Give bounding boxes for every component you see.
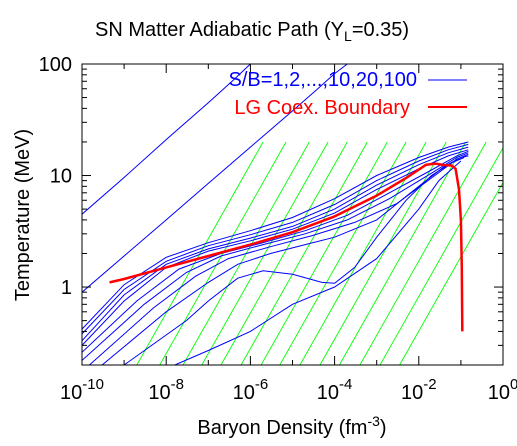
adiabat-line-s3: [101, 155, 469, 365]
green-line-3: [201, 141, 329, 365]
y-tick-label: 10: [50, 166, 72, 188]
adiabat-line-s20: [82, 64, 348, 293]
green-line-7: [279, 141, 407, 365]
x-tick-label: 10-8: [148, 376, 184, 404]
chart-title-main: SN Matter Adiabatic Path (Y: [95, 19, 344, 41]
green-line-6: [260, 141, 388, 365]
x-tick-label-exp: -4: [339, 376, 352, 393]
green-line-layer: [136, 141, 503, 365]
x-tick-label: 10-10: [60, 376, 104, 404]
x-tick-label-exp: -2: [423, 376, 436, 393]
boundary-layer: [109, 162, 464, 332]
chart-title-sub: L: [344, 28, 352, 44]
x-tick-label-base: 10: [60, 382, 82, 404]
x-tick-label-base: 10: [401, 382, 423, 404]
x-axis-label-main: Baryon Density (fm: [197, 417, 367, 439]
chart-title: SN Matter Adiabatic Path (YL=0.35): [95, 19, 409, 44]
legend-label-adiabats: S/B=1,2,...,10,20,100: [229, 69, 417, 91]
x-tick-label-exp: -8: [171, 376, 184, 393]
adiabat-line-s100: [82, 64, 251, 215]
x-tick-label-base: 10: [148, 382, 170, 404]
adiabat-line-s5: [82, 152, 469, 361]
legend: S/B=1,2,...,10,20,100 LG Coex. Boundary: [229, 69, 467, 119]
green-line-5: [240, 141, 368, 365]
x-axis-label-tail: ): [380, 417, 387, 439]
green-line-4: [220, 141, 348, 365]
green-line-12: [379, 146, 503, 365]
x-axis-label: Baryon Density (fm-3): [197, 413, 386, 439]
adiabat-line-s8: [82, 146, 469, 342]
chart-title-tail: =0.35): [352, 19, 409, 41]
adiabat-line-s1: [174, 160, 462, 365]
green-line-8: [299, 141, 427, 365]
green-line-0: [136, 141, 264, 365]
x-tick-label: 10-2: [401, 376, 437, 404]
legend-label-boundary: LG Coex. Boundary: [234, 97, 410, 119]
x-tick-label-exp: -10: [82, 376, 104, 393]
x-tick-label: 10-4: [317, 376, 353, 404]
x-tick-label-base: 10: [317, 382, 339, 404]
x-tick-label-base: 10: [233, 382, 255, 404]
x-tick-label: 10-6: [233, 376, 269, 404]
adiabat-line-s10: [82, 141, 469, 330]
x-tick-label-base: 10: [488, 382, 510, 404]
green-line-10: [339, 141, 467, 365]
x-tick-label-exp: 0: [510, 376, 517, 393]
green-line-11: [359, 141, 487, 365]
y-tick-label: 1: [61, 277, 72, 299]
adiabat-line-s4: [89, 153, 469, 365]
boundary-line: [109, 162, 464, 332]
x-axis-label-sup: -3: [367, 413, 380, 429]
x-tick-label-exp: -6: [255, 376, 268, 393]
x-tick-label: 100: [488, 376, 517, 404]
y-axis-label: Temperature (MeV): [12, 129, 34, 301]
green-line-9: [319, 141, 447, 365]
y-tick-label: 100: [39, 54, 72, 76]
